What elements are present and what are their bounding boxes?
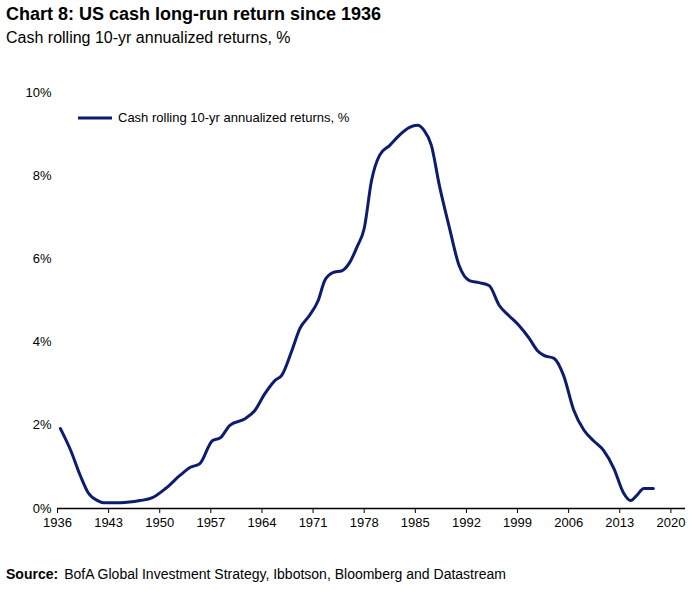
svg-text:1999: 1999 — [503, 515, 532, 530]
svg-text:6%: 6% — [33, 251, 52, 266]
svg-text:1936: 1936 — [43, 515, 72, 530]
svg-text:1943: 1943 — [94, 515, 123, 530]
html-text:Chart 8: US cash long-run retu: Chart 8: US cash long-run return since 1… — [6, 4, 382, 24]
svg-text:1978: 1978 — [350, 515, 379, 530]
svg-text:0%: 0% — [33, 501, 52, 516]
svg-text:2020: 2020 — [656, 515, 685, 530]
html-text:Cash rolling 10-yr annualized: Cash rolling 10-yr annualized returns, % — [118, 110, 350, 125]
svg-text:1992: 1992 — [452, 515, 481, 530]
svg-text:2%: 2% — [33, 417, 52, 432]
svg-text:10%: 10% — [25, 85, 51, 100]
html-text:Cash rolling 10-yr annualized: Cash rolling 10-yr annualized returns, % — [6, 29, 291, 46]
svg-text:8%: 8% — [33, 168, 52, 183]
svg-text:1957: 1957 — [196, 515, 225, 530]
svg-text:2013: 2013 — [605, 515, 634, 530]
svg-text:1985: 1985 — [401, 515, 430, 530]
svg-text:1971: 1971 — [299, 515, 328, 530]
svg-text:1964: 1964 — [248, 515, 277, 530]
svg-text:2006: 2006 — [554, 515, 583, 530]
svg-text:4%: 4% — [33, 334, 52, 349]
svg-text:1950: 1950 — [145, 515, 174, 530]
html-text:Source: BofA Global Investment: Source: BofA Global Investment Strategy,… — [6, 566, 506, 582]
